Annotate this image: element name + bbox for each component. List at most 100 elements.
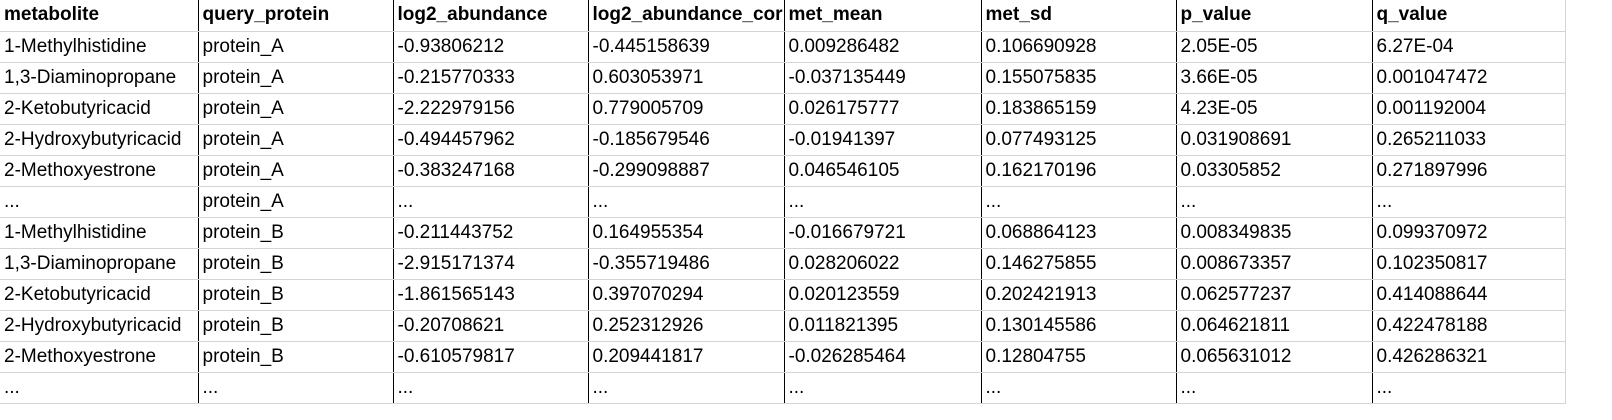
cell-query-protein[interactable]: protein_A xyxy=(198,62,394,94)
cell-log2-abundance[interactable]: -0.93806212 xyxy=(393,31,589,63)
cell-met-mean[interactable]: 0.026175777 xyxy=(784,93,982,125)
cell-met-sd[interactable]: 0.130145586 xyxy=(981,310,1177,342)
cell-q-value[interactable]: 0.271897996 xyxy=(1372,155,1566,187)
cell-met-mean[interactable]: 0.028206022 xyxy=(784,248,982,280)
cell-log2-abundance[interactable]: -0.494457962 xyxy=(393,124,589,156)
cell-query-protein[interactable]: protein_B xyxy=(198,279,394,311)
cell-query-protein[interactable]: protein_A xyxy=(198,155,394,187)
cell-q-value[interactable]: 0.265211033 xyxy=(1372,124,1566,156)
cell-log2-abundance-cor[interactable]: -0.185679546 xyxy=(588,124,785,156)
header-query-protein[interactable]: query_protein xyxy=(198,0,394,32)
cell-log2-abundance[interactable]: -1.861565143 xyxy=(393,279,589,311)
cell-query-protein[interactable]: protein_A xyxy=(198,186,394,218)
cell-query-protein[interactable]: ... xyxy=(198,372,394,404)
cell-query-protein[interactable]: protein_B xyxy=(198,248,394,280)
cell-met-mean[interactable]: ... xyxy=(784,372,982,404)
cell-log2-abundance-cor[interactable]: ... xyxy=(588,372,785,404)
header-q-value[interactable]: q_value xyxy=(1372,0,1566,32)
cell-met-mean[interactable]: ... xyxy=(784,186,982,218)
cell-log2-abundance-cor[interactable]: 0.397070294 xyxy=(588,279,785,311)
cell-met-sd[interactable]: 0.106690928 xyxy=(981,31,1177,63)
cell-p-value[interactable]: 0.008349835 xyxy=(1176,217,1373,249)
cell-log2-abundance-cor[interactable]: 0.779005709 xyxy=(588,93,785,125)
cell-log2-abundance-cor[interactable]: 0.603053971 xyxy=(588,62,785,94)
cell-met-mean[interactable]: 0.046546105 xyxy=(784,155,982,187)
cell-p-value[interactable]: ... xyxy=(1176,186,1373,218)
cell-q-value[interactable]: 0.102350817 xyxy=(1372,248,1566,280)
cell-met-sd[interactable]: 0.183865159 xyxy=(981,93,1177,125)
cell-metabolite[interactable]: 1-Methylhistidine xyxy=(0,217,199,249)
cell-metabolite[interactable]: 1,3-Diaminopropane xyxy=(0,62,199,94)
cell-met-mean[interactable]: -0.037135449 xyxy=(784,62,982,94)
cell-log2-abundance[interactable]: -2.222979156 xyxy=(393,93,589,125)
cell-log2-abundance-cor[interactable]: ... xyxy=(588,186,785,218)
cell-met-mean[interactable]: -0.01941397 xyxy=(784,124,982,156)
header-log2-abundance[interactable]: log2_abundance xyxy=(393,0,589,32)
header-p-value[interactable]: p_value xyxy=(1176,0,1373,32)
cell-met-mean[interactable]: 0.020123559 xyxy=(784,279,982,311)
cell-met-sd[interactable]: ... xyxy=(981,186,1177,218)
header-log2-abundance-cor[interactable]: log2_abundance_cor xyxy=(588,0,785,32)
header-met-mean[interactable]: met_mean xyxy=(784,0,982,32)
cell-metabolite[interactable]: 1-Methylhistidine xyxy=(0,31,199,63)
cell-log2-abundance[interactable]: -0.610579817 xyxy=(393,341,589,373)
header-metabolite[interactable]: metabolite xyxy=(0,0,199,32)
cell-metabolite[interactable]: 2-Ketobutyricacid xyxy=(0,93,199,125)
cell-log2-abundance-cor[interactable]: 0.209441817 xyxy=(588,341,785,373)
cell-query-protein[interactable]: protein_A xyxy=(198,124,394,156)
cell-log2-abundance[interactable]: -2.915171374 xyxy=(393,248,589,280)
header-met-sd[interactable]: met_sd xyxy=(981,0,1177,32)
cell-metabolite[interactable]: 2-Ketobutyricacid xyxy=(0,279,199,311)
cell-met-sd[interactable]: 0.162170196 xyxy=(981,155,1177,187)
cell-q-value[interactable]: 0.099370972 xyxy=(1372,217,1566,249)
cell-met-mean[interactable]: -0.016679721 xyxy=(784,217,982,249)
cell-log2-abundance[interactable]: -0.211443752 xyxy=(393,217,589,249)
cell-p-value[interactable]: 2.05E-05 xyxy=(1176,31,1373,63)
cell-metabolite[interactable]: 2-Hydroxybutyricacid xyxy=(0,124,199,156)
cell-log2-abundance-cor[interactable]: 0.252312926 xyxy=(588,310,785,342)
cell-metabolite[interactable]: 1,3-Diaminopropane xyxy=(0,248,199,280)
cell-query-protein[interactable]: protein_A xyxy=(198,93,394,125)
cell-log2-abundance[interactable]: ... xyxy=(393,186,589,218)
cell-q-value[interactable]: 6.27E-04 xyxy=(1372,31,1566,63)
cell-p-value[interactable]: 0.03305852 xyxy=(1176,155,1373,187)
cell-p-value[interactable]: 0.065631012 xyxy=(1176,341,1373,373)
cell-log2-abundance[interactable]: -0.215770333 xyxy=(393,62,589,94)
cell-met-sd[interactable]: 0.146275855 xyxy=(981,248,1177,280)
cell-met-mean[interactable]: 0.009286482 xyxy=(784,31,982,63)
cell-met-mean[interactable]: -0.026285464 xyxy=(784,341,982,373)
cell-metabolite[interactable]: 2-Methoxyestrone xyxy=(0,341,199,373)
cell-p-value[interactable]: 3.66E-05 xyxy=(1176,62,1373,94)
cell-met-mean[interactable]: 0.011821395 xyxy=(784,310,982,342)
cell-p-value[interactable]: ... xyxy=(1176,372,1373,404)
cell-log2-abundance-cor[interactable]: -0.445158639 xyxy=(588,31,785,63)
cell-metabolite[interactable]: 2-Methoxyestrone xyxy=(0,155,199,187)
cell-log2-abundance-cor[interactable]: 0.164955354 xyxy=(588,217,785,249)
cell-log2-abundance[interactable]: ... xyxy=(393,372,589,404)
cell-q-value[interactable]: 0.414088644 xyxy=(1372,279,1566,311)
cell-met-sd[interactable]: 0.155075835 xyxy=(981,62,1177,94)
cell-met-sd[interactable]: 0.068864123 xyxy=(981,217,1177,249)
cell-metabolite[interactable]: ... xyxy=(0,372,199,404)
cell-q-value[interactable]: ... xyxy=(1372,186,1566,218)
cell-met-sd[interactable]: 0.202421913 xyxy=(981,279,1177,311)
cell-query-protein[interactable]: protein_A xyxy=(198,31,394,63)
cell-p-value[interactable]: 0.062577237 xyxy=(1176,279,1373,311)
cell-p-value[interactable]: 0.031908691 xyxy=(1176,124,1373,156)
cell-met-sd[interactable]: 0.077493125 xyxy=(981,124,1177,156)
cell-q-value[interactable]: 0.001192004 xyxy=(1372,93,1566,125)
cell-query-protein[interactable]: protein_B xyxy=(198,310,394,342)
cell-metabolite[interactable]: ... xyxy=(0,186,199,218)
cell-met-sd[interactable]: 0.12804755 xyxy=(981,341,1177,373)
cell-query-protein[interactable]: protein_B xyxy=(198,341,394,373)
cell-q-value[interactable]: 0.422478188 xyxy=(1372,310,1566,342)
cell-query-protein[interactable]: protein_B xyxy=(198,217,394,249)
cell-met-sd[interactable]: ... xyxy=(981,372,1177,404)
cell-q-value[interactable]: 0.001047472 xyxy=(1372,62,1566,94)
cell-log2-abundance[interactable]: -0.383247168 xyxy=(393,155,589,187)
cell-p-value[interactable]: 4.23E-05 xyxy=(1176,93,1373,125)
cell-log2-abundance-cor[interactable]: -0.355719486 xyxy=(588,248,785,280)
cell-p-value[interactable]: 0.008673357 xyxy=(1176,248,1373,280)
cell-q-value[interactable]: ... xyxy=(1372,372,1566,404)
cell-p-value[interactable]: 0.064621811 xyxy=(1176,310,1373,342)
